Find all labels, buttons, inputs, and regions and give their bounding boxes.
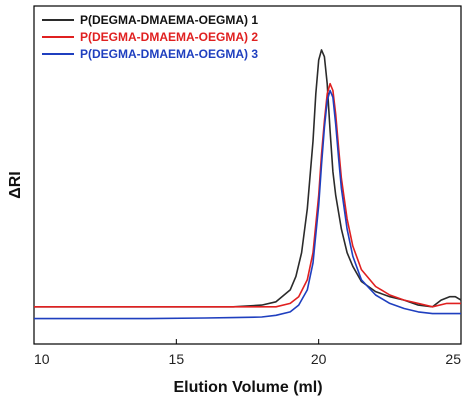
legend-label-1: P(DEGMA-DMAEMA-OEGMA) 1: [80, 13, 258, 27]
series-line-3: [34, 89, 461, 320]
plot-border: [33, 5, 462, 345]
x-axis-label: Elution Volume (ml): [173, 379, 322, 396]
x-tick-label: 15: [169, 351, 185, 367]
plot-frame: [33, 5, 462, 345]
x-tick-label: 10: [34, 351, 50, 367]
legend: P(DEGMA-DMAEMA-OEGMA) 1 P(DEGMA-DMAEMA-OE…: [42, 13, 258, 61]
x-tick-label: 25: [445, 351, 461, 367]
legend-label-2: P(DEGMA-DMAEMA-OEGMA) 2: [80, 30, 258, 44]
x-tick-label: 20: [311, 351, 327, 367]
legend-label-3: P(DEGMA-DMAEMA-OEGMA) 3: [80, 47, 258, 61]
y-axis-label: ΔRI: [7, 171, 24, 199]
series-line-2: [34, 82, 461, 308]
series-line-1: [34, 49, 462, 308]
series-layer: [34, 49, 462, 320]
tick-layer: 10 15 20 25: [33, 339, 462, 367]
